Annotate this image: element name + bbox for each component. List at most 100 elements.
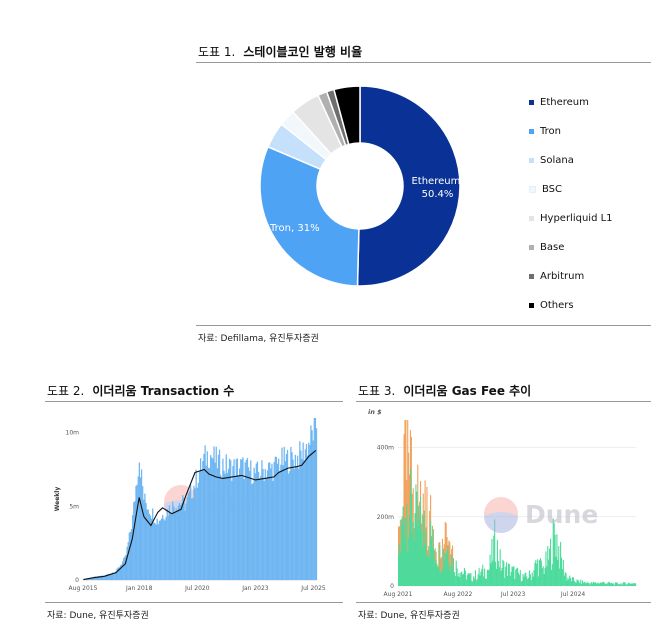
fig3-green-bar <box>516 568 518 586</box>
fig3-green-bar <box>571 581 573 586</box>
fig3-green-bar <box>407 551 409 586</box>
fig3-green-bar <box>509 575 511 586</box>
fig1-legend: Ethereum Tron Solana BSC Hyperliquid L1 Base A… <box>529 88 613 320</box>
dune-watermark-text: Dune <box>525 500 598 529</box>
fig3-green-bar <box>398 554 400 586</box>
fig2-bar <box>269 462 271 580</box>
fig3-green-bar <box>536 563 538 586</box>
fig3-green-bar <box>543 574 545 586</box>
fig3-green-bar <box>438 569 440 586</box>
fig3-xtick-label: Aug 2022 <box>443 591 472 598</box>
fig3-green-bar <box>486 569 488 586</box>
fig3-green-bar <box>630 584 632 586</box>
fig3-green-bar <box>431 548 433 586</box>
fig3-ytick-label: 0 <box>390 583 394 590</box>
fig2-bar <box>196 487 198 580</box>
fig2-xtick-label: Jul 2025 <box>300 585 326 592</box>
fig3-green-bar <box>462 574 464 586</box>
fig3-green-bar <box>426 554 428 586</box>
fig3-green-bar <box>404 537 406 586</box>
fig2-bar <box>217 454 220 580</box>
fig2-ytick-label: 0 <box>75 577 79 584</box>
fig3-green-bar <box>501 567 503 586</box>
fig3-green-bar <box>401 522 403 586</box>
fig3-green-bar <box>533 570 535 586</box>
fig3-green-bar <box>436 565 438 586</box>
fig2-bar <box>225 454 227 580</box>
fig2-bar <box>299 441 301 580</box>
fig3-green-bar <box>558 546 560 586</box>
fig2-bar <box>278 458 280 580</box>
fig3-green-bar <box>525 572 527 586</box>
fig3-green-bar <box>451 554 453 586</box>
fig3-green-bar <box>459 577 461 586</box>
fig2-bar <box>137 476 139 580</box>
fig3-green-bar <box>420 530 422 586</box>
fig2-bar <box>158 520 161 580</box>
fig3-green-bar <box>522 574 524 586</box>
fig3-green-bar <box>467 573 469 586</box>
fig2-bar <box>140 469 143 580</box>
fig2-bar <box>232 466 234 580</box>
fig2-bar <box>289 471 291 580</box>
fig2-bar <box>311 430 313 580</box>
fig2-bar <box>294 454 296 580</box>
fig3-green-bar <box>595 583 597 586</box>
fig3-green-bar <box>610 583 612 586</box>
fig3-green-bar <box>483 576 485 586</box>
legend-item-base: Base <box>529 233 613 262</box>
fig3-green-bar <box>528 570 531 586</box>
fig2-bar <box>233 459 235 580</box>
fig3-green-bar <box>446 550 448 586</box>
fig2-bar <box>111 572 114 580</box>
fig3-green-bar <box>490 563 492 586</box>
fig3-green-bar <box>551 564 553 586</box>
fig2-bar <box>272 481 274 580</box>
fig2-bar <box>100 575 103 580</box>
fig3-green-bar <box>580 579 582 586</box>
fig3-green-bar <box>632 583 634 586</box>
fig2-bar <box>156 518 158 580</box>
fig2-bar <box>198 471 201 580</box>
fig3-xtick-label: Jul 2023 <box>500 591 526 598</box>
legend-label: Others <box>540 300 574 311</box>
fig3-green-bar <box>539 558 541 586</box>
fig2-bar <box>286 449 289 580</box>
fig3-green-bar <box>444 552 446 586</box>
fig3-green-bar <box>544 568 546 586</box>
fig2-bar <box>144 493 146 580</box>
fig3-green-bar <box>512 567 514 586</box>
fig2-bar <box>191 498 193 580</box>
fig3-green-bar <box>524 573 526 586</box>
fig3-green-bar <box>456 568 458 586</box>
fig3-green-bar <box>461 571 463 586</box>
fig3-green-bar <box>631 583 633 586</box>
fig3-orange-bar <box>440 558 442 586</box>
fig2-bar <box>91 577 94 580</box>
fig3-green-bar <box>547 546 549 586</box>
donut-label-ethereum: Ethereum, 50.4% <box>411 176 463 200</box>
fig3-green-bar <box>575 582 577 586</box>
fig2-bar <box>204 445 206 580</box>
fig3-green-bar <box>609 583 611 586</box>
fig3-title: 도표 3. 이더리움 Gas Fee 추이 <box>358 382 531 399</box>
fig3-gasfee-chart: in $ 0 200m 400m Aug 2021 Aug 2022 Jul 2023 Jul… <box>368 408 637 598</box>
fig3-green-bar <box>567 577 569 586</box>
donut-slice-others <box>332 85 361 146</box>
fig3-green-bar <box>622 583 624 586</box>
fig1-top-rule <box>196 62 651 63</box>
fig3-green-bar <box>488 569 490 586</box>
donut-slice-ethereum <box>356 85 461 287</box>
fig2-bar <box>166 509 168 580</box>
fig3-green-bar <box>398 544 401 586</box>
fig2-bar <box>155 524 157 580</box>
fig3-green-bar <box>493 535 495 586</box>
fig3-green-bar <box>586 581 588 586</box>
fig2-bar <box>279 470 281 580</box>
legend-swatch <box>529 303 534 308</box>
fig3-green-bar <box>554 534 556 586</box>
fig2-bar <box>132 515 134 580</box>
fig2-bar <box>227 468 230 580</box>
fig3-green-bar <box>433 549 435 586</box>
